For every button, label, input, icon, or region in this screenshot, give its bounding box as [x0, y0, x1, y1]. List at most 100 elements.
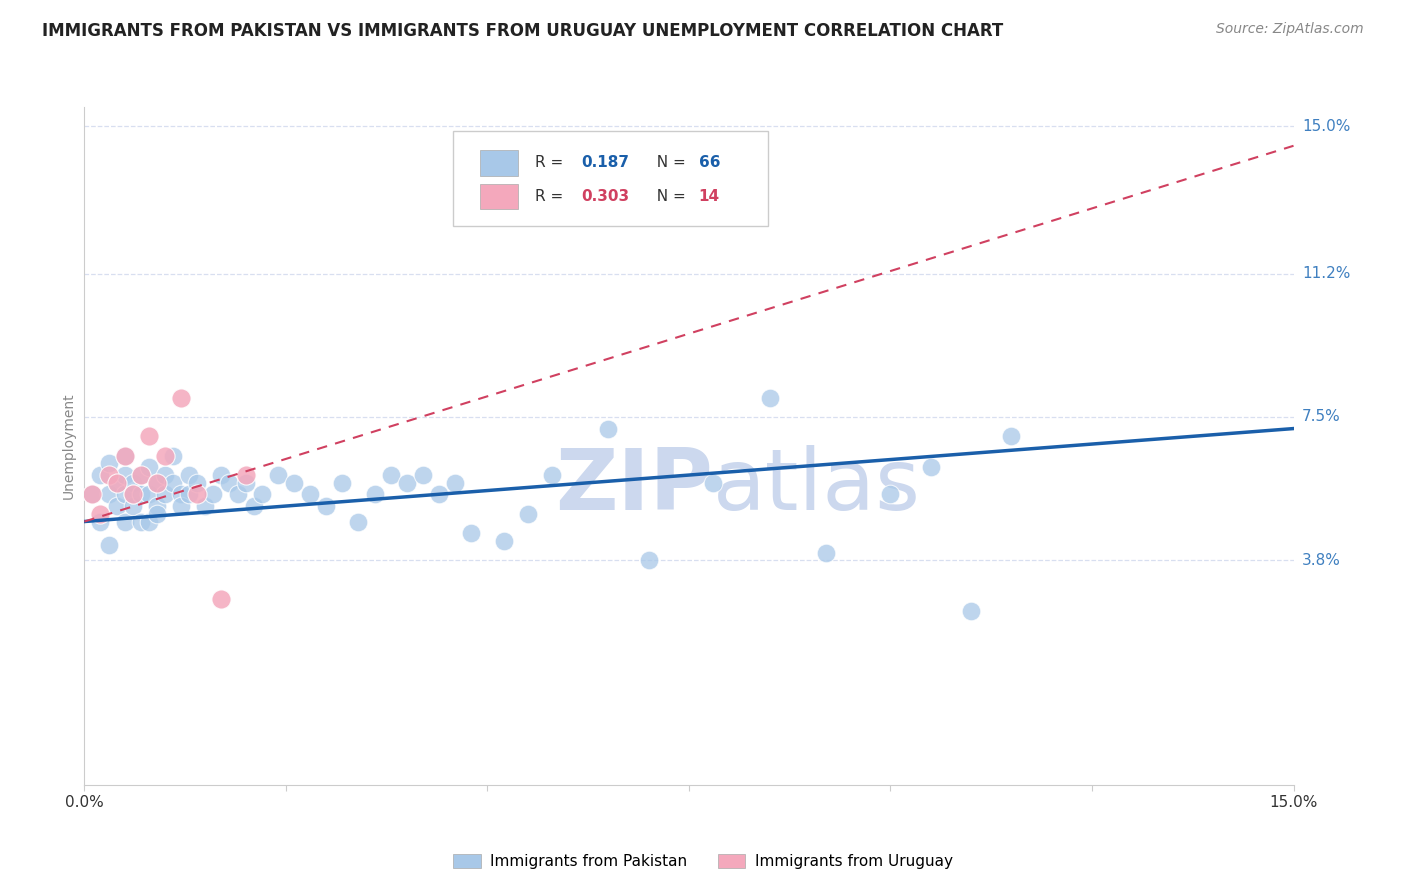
- Point: [235, 468, 257, 483]
- Point: [153, 487, 176, 501]
- Point: [814, 545, 837, 559]
- FancyBboxPatch shape: [453, 131, 768, 226]
- Point: [516, 507, 538, 521]
- Point: [209, 592, 232, 607]
- Text: 14: 14: [699, 189, 720, 204]
- Point: [162, 449, 184, 463]
- Point: [920, 460, 942, 475]
- Text: 66: 66: [699, 155, 720, 170]
- Point: [89, 507, 111, 521]
- Point: [186, 475, 208, 490]
- Point: [97, 457, 120, 471]
- Text: 11.2%: 11.2%: [1302, 266, 1350, 281]
- Text: 0.187: 0.187: [581, 155, 630, 170]
- Point: [460, 526, 482, 541]
- Point: [202, 487, 225, 501]
- Point: [162, 475, 184, 490]
- Point: [121, 475, 143, 490]
- Point: [82, 487, 104, 501]
- Point: [121, 499, 143, 513]
- Point: [444, 475, 467, 490]
- FancyBboxPatch shape: [479, 150, 519, 176]
- Y-axis label: Unemployment: Unemployment: [62, 392, 76, 500]
- Point: [97, 468, 120, 483]
- Point: [235, 475, 257, 490]
- Point: [97, 538, 120, 552]
- Text: ZIP: ZIP: [555, 445, 713, 528]
- Point: [146, 507, 169, 521]
- Text: R =: R =: [536, 189, 568, 204]
- Text: atlas: atlas: [713, 445, 921, 528]
- Point: [702, 475, 724, 490]
- Point: [250, 487, 273, 501]
- FancyBboxPatch shape: [479, 184, 519, 210]
- Text: 0.303: 0.303: [581, 189, 630, 204]
- Text: IMMIGRANTS FROM PAKISTAN VS IMMIGRANTS FROM URUGUAY UNEMPLOYMENT CORRELATION CHA: IMMIGRANTS FROM PAKISTAN VS IMMIGRANTS F…: [42, 22, 1004, 40]
- Text: 7.5%: 7.5%: [1302, 409, 1340, 425]
- Point: [363, 487, 385, 501]
- Point: [186, 487, 208, 501]
- Point: [960, 604, 983, 618]
- Point: [347, 515, 370, 529]
- Point: [283, 475, 305, 490]
- Point: [315, 499, 337, 513]
- Point: [879, 487, 901, 501]
- Point: [129, 487, 152, 501]
- Point: [105, 499, 128, 513]
- Point: [114, 449, 136, 463]
- Point: [179, 468, 201, 483]
- Text: N =: N =: [647, 155, 690, 170]
- Point: [218, 475, 240, 490]
- Point: [97, 487, 120, 501]
- Legend: Immigrants from Pakistan, Immigrants from Uruguay: Immigrants from Pakistan, Immigrants fro…: [447, 848, 959, 875]
- Point: [114, 468, 136, 483]
- Point: [330, 475, 353, 490]
- Point: [170, 499, 193, 513]
- Point: [179, 487, 201, 501]
- Point: [194, 499, 217, 513]
- Point: [492, 533, 515, 548]
- Point: [153, 449, 176, 463]
- Point: [105, 475, 128, 490]
- Point: [105, 475, 128, 490]
- Point: [138, 487, 160, 501]
- Point: [129, 468, 152, 483]
- Point: [114, 487, 136, 501]
- Point: [380, 468, 402, 483]
- Point: [637, 553, 659, 567]
- Point: [89, 515, 111, 529]
- Point: [170, 487, 193, 501]
- Point: [299, 487, 322, 501]
- Point: [121, 487, 143, 501]
- Point: [758, 391, 780, 405]
- Point: [129, 515, 152, 529]
- Point: [89, 468, 111, 483]
- Text: N =: N =: [647, 189, 690, 204]
- Point: [138, 429, 160, 443]
- Point: [226, 487, 249, 501]
- Point: [1000, 429, 1022, 443]
- Point: [153, 468, 176, 483]
- Point: [129, 468, 152, 483]
- Point: [138, 460, 160, 475]
- Point: [114, 449, 136, 463]
- Point: [209, 468, 232, 483]
- Point: [146, 475, 169, 490]
- Point: [598, 421, 620, 435]
- Point: [427, 487, 450, 501]
- Point: [170, 391, 193, 405]
- Point: [138, 515, 160, 529]
- Point: [82, 487, 104, 501]
- Text: 15.0%: 15.0%: [1302, 119, 1350, 134]
- Text: 3.8%: 3.8%: [1302, 553, 1341, 568]
- Point: [541, 468, 564, 483]
- Point: [267, 468, 290, 483]
- Point: [121, 487, 143, 501]
- Point: [242, 499, 264, 513]
- Point: [146, 475, 169, 490]
- Text: Source: ZipAtlas.com: Source: ZipAtlas.com: [1216, 22, 1364, 37]
- Point: [412, 468, 434, 483]
- Text: R =: R =: [536, 155, 568, 170]
- Point: [395, 475, 418, 490]
- Point: [146, 499, 169, 513]
